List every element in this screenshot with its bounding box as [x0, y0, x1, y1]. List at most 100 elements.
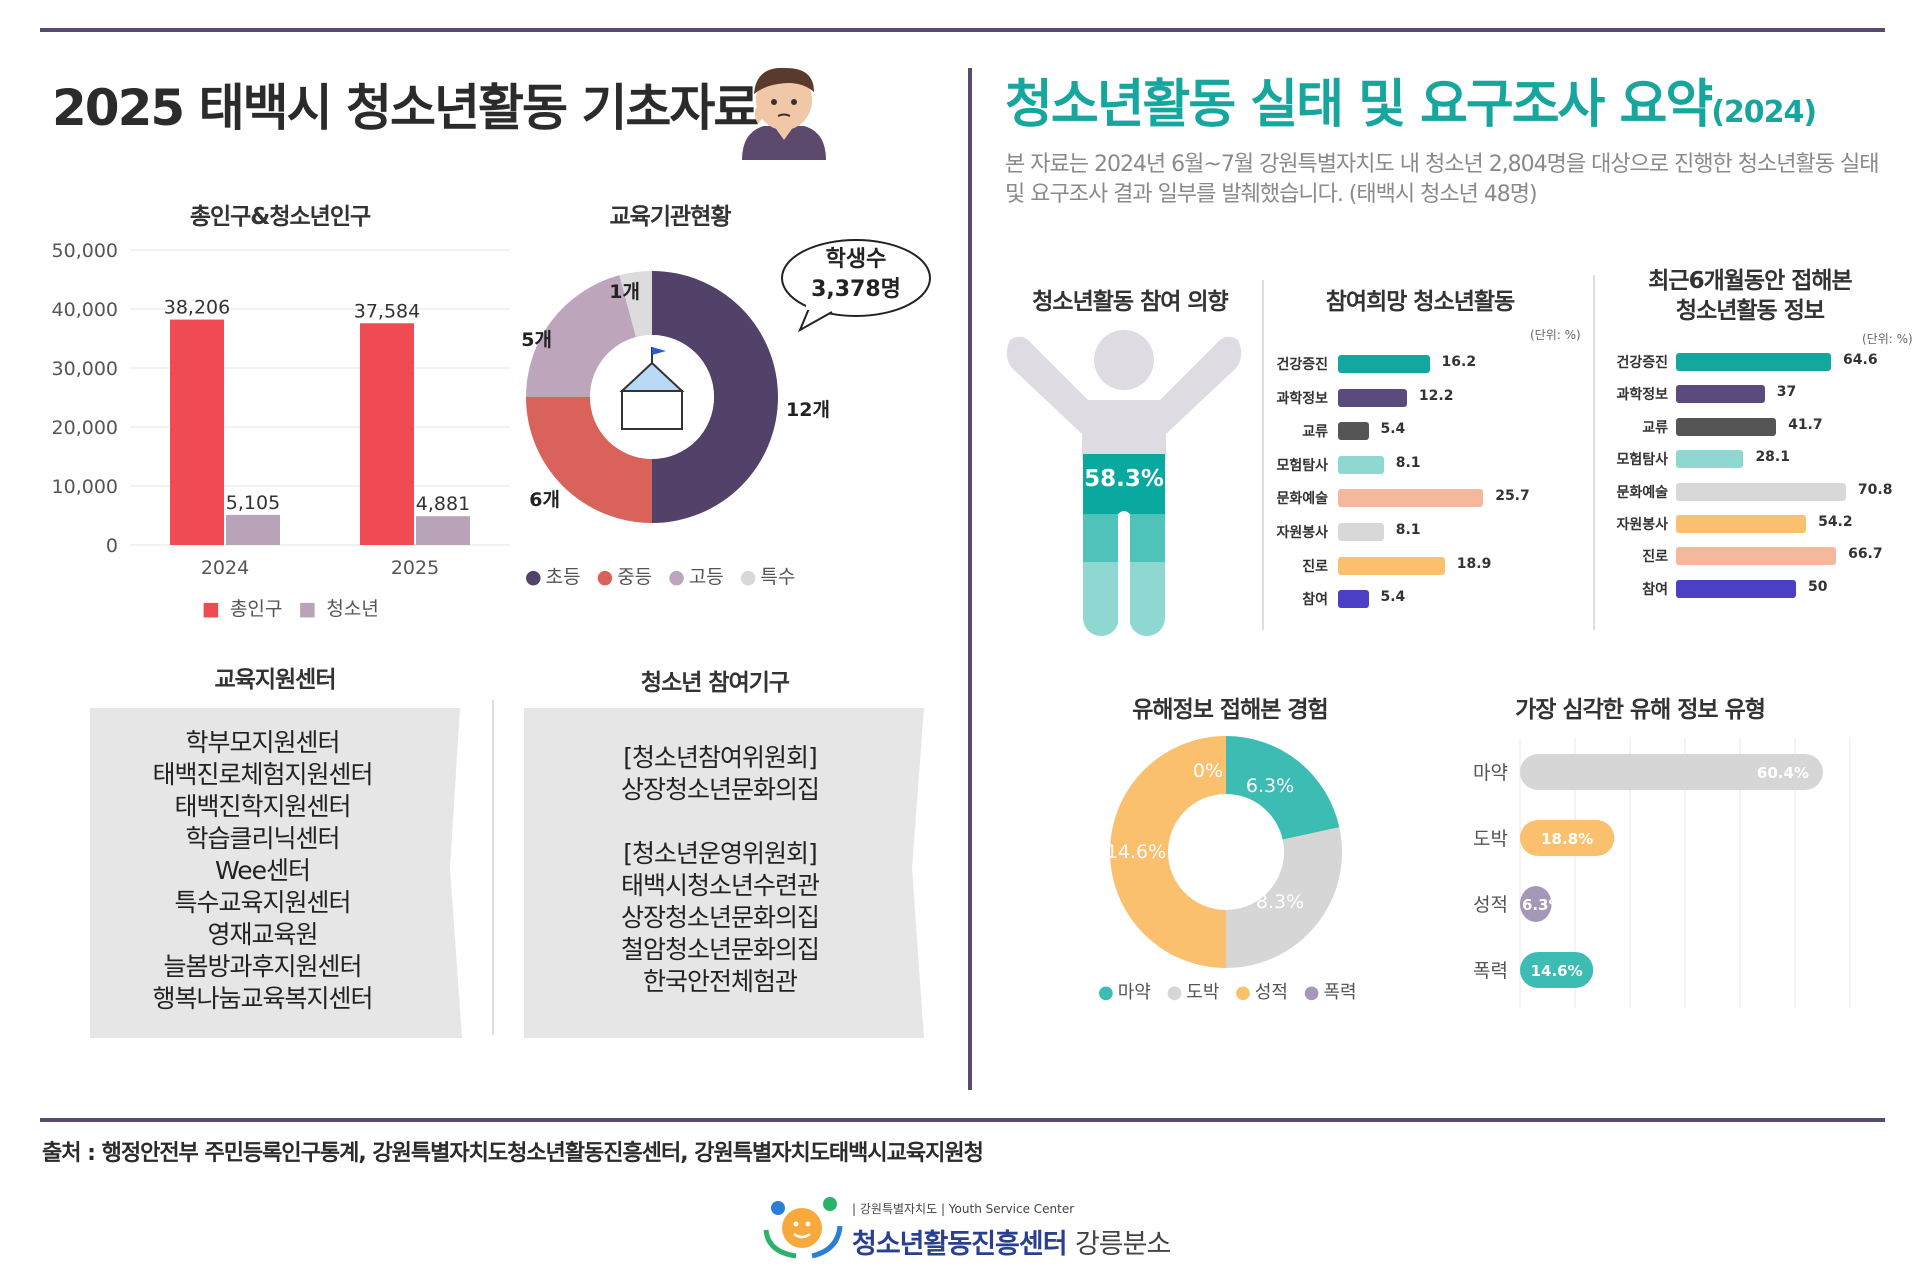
- bar: [1338, 455, 1384, 474]
- serious-heading: 가장 심각한 유해 정보 유형: [1515, 697, 1766, 723]
- school-icon: [619, 347, 685, 430]
- legend-swatch-high: ●: [668, 566, 685, 588]
- slice-label: 6개: [529, 489, 560, 511]
- bar-category-label: 과학정보: [1276, 390, 1328, 407]
- y-category-label: 도박: [1473, 828, 1508, 850]
- legend-label-gamble: 도박: [1186, 982, 1220, 1003]
- logo-name: 청소년활동진흥센터: [852, 1229, 1068, 1260]
- legend-label-sexual: 성적: [1254, 982, 1288, 1003]
- slice-label: 12개: [786, 399, 830, 421]
- center-divider: [968, 68, 972, 1090]
- y-tick-label: 50,000: [52, 240, 118, 262]
- intention-divider: [1262, 280, 1264, 630]
- support-center-heading: 교육지원센터: [214, 667, 337, 693]
- legend-label-drug: 마약: [1117, 982, 1151, 1003]
- bar-value-label: 37: [1776, 384, 1797, 401]
- exposure-heading: 최근6개월동안 접해본 청소년활동 정보: [1610, 266, 1890, 326]
- education-donut: 12개 6개 5개 1개: [521, 271, 830, 523]
- logo-small-text: | 강원특별자치도 | Youth Service Center: [852, 1202, 1075, 1216]
- bar-value-label: 18.9: [1456, 555, 1492, 572]
- legend-label-mid: 중등: [617, 566, 653, 588]
- legend-label-total: 총인구: [229, 598, 283, 620]
- y-category-label: 마약: [1473, 762, 1508, 784]
- bar-category-label: 과학정보: [1616, 387, 1668, 404]
- top-rule: [40, 28, 1885, 32]
- support-center-item: Wee센터: [214, 856, 311, 885]
- bar: [1520, 820, 1615, 856]
- slice-label: 0%: [1193, 760, 1223, 782]
- legend-label-elem: 초등: [545, 566, 581, 588]
- support-center-item: 행복나눔교육복지센터: [152, 984, 373, 1013]
- speech-bubble-text: 학생수 3,378명: [790, 245, 922, 305]
- bar-total: [360, 323, 414, 545]
- bar-value-label: 66.7: [1848, 546, 1883, 563]
- group2-item: 한국안전체험관: [642, 967, 798, 996]
- bar-category-label: 진로: [1642, 549, 1668, 566]
- bar-value-label: 5.4: [1380, 421, 1406, 438]
- bar-total: [170, 319, 224, 545]
- exposure-unit: (단위: %): [1862, 332, 1913, 346]
- support-center-item: 학습클리닉센터: [185, 824, 340, 853]
- x-tick-label: 2024: [201, 557, 249, 579]
- bar-category-label: 모험탐사: [1276, 457, 1328, 474]
- legend-swatch-gamble: ●: [1166, 982, 1183, 1003]
- donut-slice: [1226, 736, 1340, 840]
- bar-category-label: 교류: [1302, 424, 1328, 441]
- bar-value-label: 64.6: [1843, 352, 1878, 368]
- bar: [1676, 482, 1846, 501]
- legend-swatch-sexual: ●: [1235, 982, 1251, 1003]
- legend-swatch-mid: ●: [596, 566, 614, 588]
- right-title-text: 청소년활동 실태 및 요구조사 요약: [1005, 75, 1713, 135]
- donut-slice: [619, 271, 652, 338]
- bar-data-label: 38,206: [164, 297, 230, 319]
- slice-label: 8.3%: [1256, 891, 1304, 913]
- bar-value-label: 41.7: [1788, 416, 1823, 433]
- harmful-legend: ● 마약 ● 도박 ● 성적 ● 폭력: [1098, 978, 1367, 1004]
- intention-heading: 청소년활동 참여 의향: [1032, 289, 1228, 315]
- bottom-rule: [40, 1118, 1885, 1122]
- legend-label-youth: 청소년: [326, 598, 379, 620]
- slice-label: 5개: [521, 329, 552, 351]
- legend-swatch-special: ●: [739, 566, 757, 588]
- bar: [1676, 579, 1796, 598]
- bar: [1338, 590, 1369, 609]
- bar: [1520, 754, 1823, 790]
- support-center-item: 태백진로체험지원센터: [152, 760, 373, 789]
- bar: [1676, 450, 1744, 469]
- intention-value: 58.3%: [1084, 466, 1164, 492]
- bar-youth: [416, 516, 470, 545]
- support-center-list: 학부모지원센터 태백진로체험지원센터 태백진학지원센터 학습클리닉센터 Wee센터 특수교…: [95, 727, 430, 1015]
- bar-value-label: 8.1: [1395, 454, 1421, 471]
- bar: [1338, 556, 1445, 575]
- speech-bubble: [781, 239, 931, 333]
- bar: [1676, 385, 1765, 404]
- population-legend: ■ 총인구 ■ 청소년: [202, 594, 389, 621]
- group2-item: 상장청소년문화의집: [620, 903, 820, 932]
- logo-icon: [763, 1197, 843, 1259]
- legend-swatch-total: ■: [202, 598, 220, 620]
- y-tick-label: 10,000: [52, 476, 118, 498]
- bar-data-label: 5,105: [226, 492, 280, 514]
- bar: [1676, 547, 1837, 566]
- bubble-line-1: 학생수: [825, 247, 887, 272]
- bar-value-label: 8.1: [1395, 522, 1421, 538]
- bar-value-label: 14.6%: [1531, 962, 1583, 980]
- bar-value-label: 16.2: [1441, 354, 1477, 370]
- y-tick-label: 20,000: [52, 417, 118, 439]
- legend-label-special: 특수: [760, 566, 796, 588]
- bar: [1676, 353, 1832, 371]
- support-center-item: 학부모지원센터: [185, 728, 340, 757]
- bar-data-label: 4,881: [416, 493, 470, 515]
- legend-swatch-elem: ●: [525, 566, 542, 588]
- bar-data-label: 37,584: [354, 300, 420, 322]
- bar-category-label: 문화예술: [1276, 491, 1328, 508]
- support-center-panel: [90, 708, 462, 1038]
- education-heading: 교육기관현황: [609, 204, 732, 230]
- right-title-year: (2024): [1711, 95, 1817, 130]
- serious-bar-chart: 마약 60.4% 도박 18.8% 성적 6.3% 폭력 14.6%: [1473, 738, 1851, 1008]
- slice-label: 1개: [609, 281, 640, 303]
- wish-unit: (단위: %): [1530, 328, 1581, 342]
- harmful-heading: 유해정보 접해본 경험: [1132, 697, 1328, 723]
- group2-item: 철암청소년문화의집: [620, 935, 820, 964]
- bar: [1338, 422, 1369, 441]
